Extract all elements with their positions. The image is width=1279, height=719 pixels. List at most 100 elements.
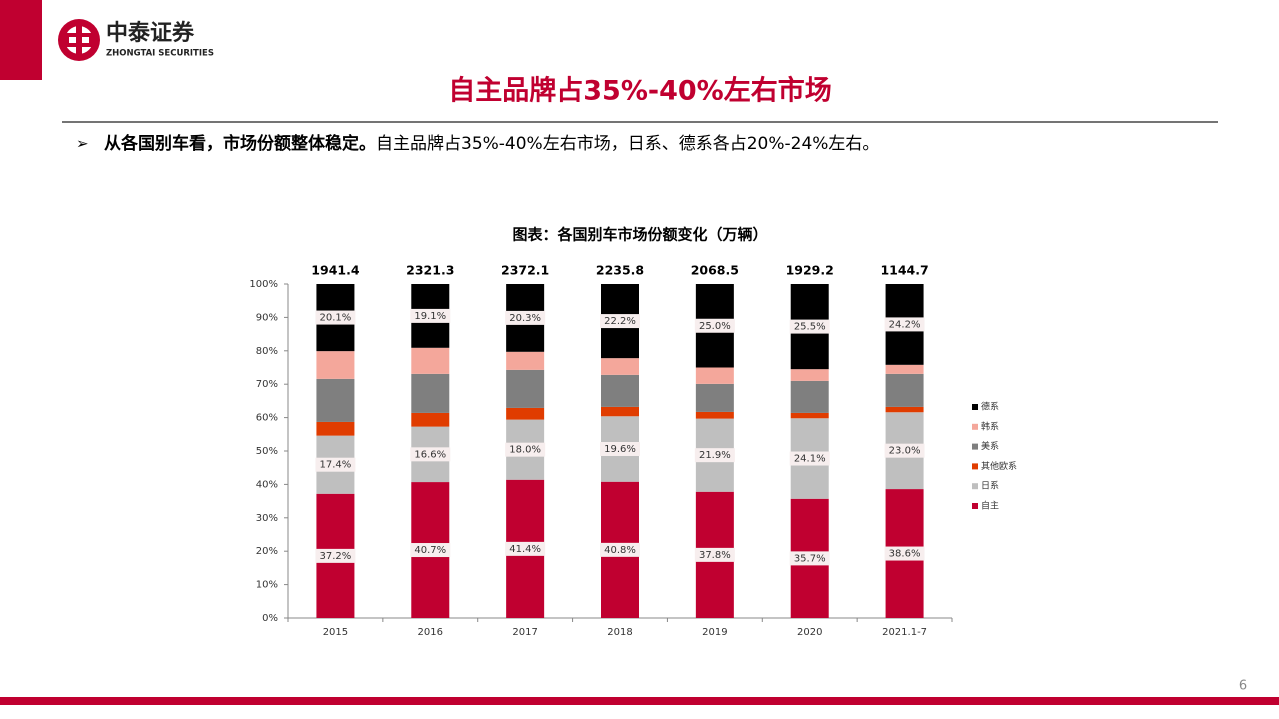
x-tick-label: 2019 — [702, 627, 727, 638]
data-label-bg — [694, 448, 735, 463]
legend-label: 德系 — [981, 401, 999, 413]
data-label-bg — [410, 543, 451, 558]
company-name-en: ZHONGTAI SECURITIES — [106, 49, 214, 59]
data-label-bg — [315, 310, 356, 325]
y-tick-label: 30% — [256, 513, 278, 524]
bar-segment — [411, 412, 450, 427]
data-label: 24.1% — [794, 454, 826, 465]
x-tick-label: 2017 — [512, 627, 537, 638]
bar-segment — [885, 406, 924, 413]
bar-segment — [601, 374, 639, 407]
data-label-bg — [884, 443, 925, 458]
bar-segment — [316, 421, 355, 436]
y-tick-label: 0% — [262, 613, 278, 624]
legend-swatch — [972, 443, 978, 450]
bar-total: 1929.2 — [786, 263, 834, 278]
y-tick-label: 100% — [249, 279, 278, 290]
data-label-bg — [789, 551, 830, 566]
bar-segment — [411, 347, 450, 374]
legend-label: 日系 — [981, 481, 999, 492]
data-label: 35.7% — [794, 553, 826, 564]
bar-segment — [506, 369, 545, 408]
data-label: 19.1% — [414, 311, 446, 322]
data-label: 41.4% — [509, 544, 541, 555]
data-label: 40.7% — [414, 545, 446, 556]
bar-segment — [790, 380, 829, 413]
data-label: 20.1% — [320, 313, 352, 324]
bar-segment — [506, 351, 545, 370]
y-tick-label: 80% — [256, 346, 278, 357]
bar-segment — [601, 358, 639, 375]
y-tick-label: 10% — [256, 580, 278, 591]
legend-swatch — [972, 503, 978, 509]
y-tick-label: 90% — [256, 312, 278, 323]
data-label-bg — [694, 318, 735, 333]
data-label-bg — [410, 447, 451, 462]
bar-segment — [316, 351, 355, 379]
data-label: 37.8% — [699, 550, 731, 561]
bar-total: 2068.5 — [691, 263, 739, 278]
data-label: 22.2% — [604, 316, 636, 327]
y-tick-label: 60% — [256, 413, 278, 424]
data-label: 40.8% — [604, 545, 636, 556]
bullet-bold: 从各国别车看，市场份额整体稳定。 — [104, 133, 376, 154]
x-tick-label: 2015 — [323, 627, 348, 638]
chart-title: 图表：各国别车市场份额变化（万辆） — [512, 226, 767, 244]
bar-segment — [506, 407, 545, 420]
data-label: 17.4% — [320, 460, 352, 471]
x-tick-label: 2016 — [418, 627, 443, 638]
bar-segment — [885, 373, 924, 407]
legend-swatch — [972, 404, 978, 410]
bar-segment — [790, 412, 829, 419]
data-label: 25.5% — [794, 322, 826, 333]
data-label: 20.3% — [509, 313, 541, 324]
bar-total: 1941.4 — [311, 263, 360, 278]
bar-total: 2235.8 — [596, 263, 644, 278]
slide-title: 自主品牌占35%-40%左右市场 — [448, 75, 831, 107]
data-label: 21.9% — [699, 450, 731, 461]
data-label: 25.0% — [699, 321, 731, 332]
data-label: 16.6% — [414, 449, 446, 460]
data-label-bg — [884, 317, 925, 332]
legend-label: 其他欧系 — [981, 460, 1017, 472]
page-number: 6 — [1239, 679, 1247, 694]
data-label: 24.2% — [889, 319, 921, 330]
x-tick-label: 2020 — [797, 627, 822, 638]
data-label: 23.0% — [889, 446, 921, 457]
legend-swatch — [972, 483, 978, 490]
bar-segment — [790, 369, 829, 381]
bar-segment — [411, 373, 450, 413]
bullet-text: 从各国别车看，市场份额整体稳定。自主品牌占35%-40%左右市场，日系、德系各占… — [104, 133, 879, 154]
bar-total: 2372.1 — [501, 263, 549, 278]
data-label-bg — [600, 441, 640, 456]
logo — [58, 19, 100, 61]
data-label-bg — [600, 314, 640, 329]
legend-swatch — [972, 423, 978, 430]
data-label-bg — [505, 541, 546, 556]
data-label-bg — [694, 547, 735, 562]
data-label: 38.6% — [889, 549, 921, 560]
bar-segment — [695, 411, 734, 419]
data-label-bg — [410, 308, 451, 323]
y-tick-label: 20% — [256, 546, 278, 557]
chart: 0% 10% 20% 30% 40% 50% 60% 70% 80% 90% 100% 2015 37.… — [249, 263, 1017, 639]
data-label-bg — [884, 546, 925, 561]
bullet-normal: 自主品牌占35%-40%左右市场，日系、德系各占20%-24%左右。 — [376, 134, 879, 154]
x-tick-label: 2021.1-7 — [882, 627, 927, 638]
bar-segment — [885, 364, 924, 374]
y-tick-label: 70% — [256, 379, 278, 390]
data-label-bg — [789, 451, 830, 466]
legend-label: 韩系 — [981, 420, 999, 432]
data-label: 19.6% — [604, 444, 636, 455]
legend-swatch — [972, 463, 978, 470]
bar-total: 2321.3 — [406, 263, 454, 278]
data-label-bg — [315, 548, 356, 563]
company-name: 中泰证券 — [106, 20, 195, 46]
legend-label: 美系 — [981, 440, 999, 452]
bar-segment — [695, 367, 734, 384]
bar-segment — [316, 378, 355, 422]
data-label: 37.2% — [320, 551, 352, 562]
bar-segment — [695, 383, 734, 412]
